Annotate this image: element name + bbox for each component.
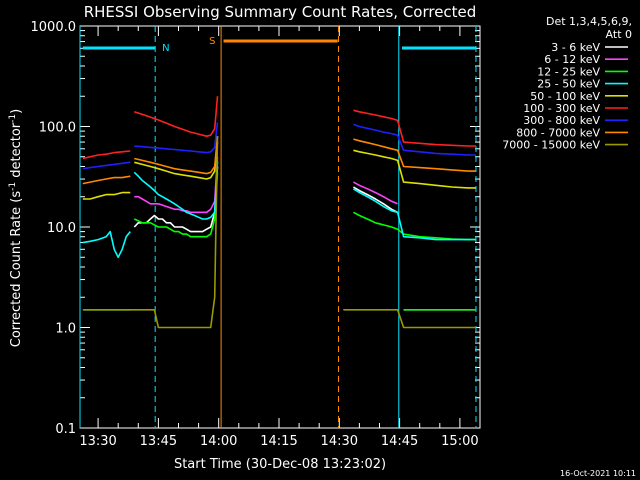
legend-header-2: Att 0	[606, 28, 632, 41]
series-line	[353, 149, 476, 189]
series-line	[343, 308, 476, 329]
legend-label: 100 - 300 keV	[523, 102, 600, 115]
y-tick-label: 10.0	[47, 221, 76, 236]
x-tick-label: 14:45	[381, 434, 418, 449]
series-line	[82, 136, 219, 329]
render-timestamp: 16-Oct-2021 10:11	[560, 469, 636, 478]
legend-label: 50 - 100 keV	[530, 90, 600, 103]
y-tick-label: 1.0	[55, 322, 76, 337]
x-axis-label: Start Time (30-Dec-08 13:23:02)	[174, 457, 386, 472]
series-line	[133, 161, 219, 220]
night-marker-label: N	[162, 43, 169, 54]
y-axis-label: Corrected Count Rate (s-1 detector-1)	[8, 109, 24, 347]
legend-label: 300 - 800 keV	[523, 114, 600, 127]
legend-header-1: Det 1,3,4,5,6,9,	[546, 15, 632, 28]
y-tick-label: 0.1	[55, 422, 76, 437]
series-line	[353, 138, 476, 172]
series-line	[353, 123, 476, 156]
legend-label: 12 - 25 keV	[537, 65, 600, 78]
legend-label: 25 - 50 keV	[537, 78, 600, 91]
x-tick-label: 13:45	[140, 434, 177, 449]
series-line	[134, 142, 219, 180]
y-tick-label: 100.0	[39, 121, 76, 136]
series-line	[134, 156, 219, 214]
series-line	[133, 166, 219, 233]
x-tick-label: 14:00	[200, 434, 237, 449]
legend-label: 6 - 12 keV	[544, 53, 600, 66]
legend-label: 7000 - 15000 keV	[502, 139, 600, 152]
series-line	[353, 181, 398, 205]
legend-label: 800 - 7000 keV	[516, 126, 600, 139]
series-line	[134, 122, 219, 154]
series-line	[82, 191, 131, 200]
x-tick-label: 14:30	[321, 434, 358, 449]
series-line	[352, 186, 398, 214]
series-line	[82, 161, 131, 170]
series-line	[82, 230, 131, 259]
legend-label: 3 - 6 keV	[551, 41, 600, 54]
x-tick-label: 13:30	[79, 434, 116, 449]
series-line	[133, 172, 219, 238]
saa-marker-label: S	[209, 36, 215, 47]
series-line	[134, 96, 219, 137]
series-line	[82, 175, 131, 185]
series-line	[353, 109, 476, 147]
series-line	[134, 136, 219, 175]
x-tick-label: 14:15	[260, 434, 297, 449]
series-line	[352, 188, 476, 241]
series-line	[82, 150, 131, 160]
chart-title: RHESSI Observing Summary Count Rates, Co…	[84, 3, 477, 21]
x-tick-label: 15:00	[441, 434, 478, 449]
y-tick-label: 1000.0	[31, 20, 77, 35]
